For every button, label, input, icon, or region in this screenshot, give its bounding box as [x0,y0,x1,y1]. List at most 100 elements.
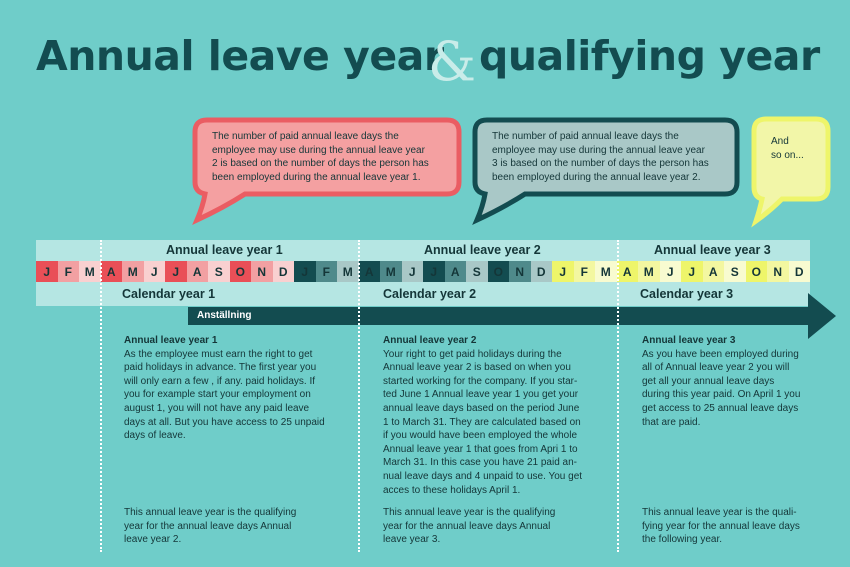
month-cell: J [423,261,445,282]
body-line: As you have been employed during [642,348,799,360]
month-cell: O [229,261,251,282]
title-part-1: Annual leave year [36,32,444,80]
month-cell: A [702,261,724,282]
calendar-year-3-label: Calendar year 3 [640,287,734,301]
month-cell: N [509,261,531,282]
speech-bubble-so-on: And so on... [751,116,832,228]
footer-line: leave year 3. [383,534,441,546]
column-heading: Annual leave year 2 [383,335,477,346]
separator-line [617,240,619,552]
bubble-line: And [771,136,789,147]
body-line: nual leave days and 4 unpaid to use. You… [383,470,583,482]
body-line: if you would have been employed the whol… [383,430,578,442]
bubble-line: been employed during the annual leave ye… [492,171,701,183]
month-cell: F [573,261,595,282]
footer-line: This annual leave year is the qualifying [383,507,556,518]
body-line: Annual leave year 2 is based on when you [383,362,571,374]
month-cell: A [444,261,466,282]
calendar-year-1-label: Calendar year 1 [122,287,216,301]
month-cell: N [767,261,789,282]
month-cell: O [487,261,509,282]
employment-arrow-label: Anställning [197,310,252,321]
bubble-text: The number of paid annual leave days the… [492,130,732,184]
month-cell: J [681,261,703,282]
month-cell: J [401,261,423,282]
footer-line: the following year. [642,534,723,546]
separator-line [358,240,360,552]
month-cell: S [466,261,488,282]
speech-bubble-year-2: The number of paid annual leave days the… [192,117,462,225]
month-cell: J [36,261,58,282]
body-line: will only earn a few , if any. paid holi… [124,375,316,387]
body-line: august 1, you will not have any paid lea… [124,402,310,414]
body-line: acces to these holidays April 1. [383,484,521,496]
column-body: Your right to get paid holidays during t… [383,348,608,498]
footer-line: fying year for the annual leave days [642,520,800,532]
body-line: that are paid. [642,416,701,428]
column-body: As you have been employed during all of … [642,348,832,430]
column-footer: This annual leave year is the qualifying… [124,506,296,547]
month-cell: J [143,261,165,282]
month-cell: A [100,261,122,282]
body-line: Annual leave year 1 that goes from Apri … [383,443,578,455]
leave-year-2-label: Annual leave year 2 [424,243,541,257]
speech-bubble-shape [751,116,831,228]
employment-arrow [188,293,836,339]
month-cell: M [595,261,617,282]
calendar-year-2-label: Calendar year 2 [383,287,477,301]
leave-year-1-label: Annual leave year 1 [166,243,283,257]
body-line: annual leave days based on the period Ju… [383,402,580,414]
month-cell: M [79,261,101,282]
column-leave-year-2: Annual leave year 2 Your right to get pa… [383,334,608,549]
bubble-line: been employed during the annual leave ye… [212,171,421,183]
month-cell: J [552,261,574,282]
column-heading: Annual leave year 3 [642,335,736,346]
title-part-2: qualifying year [479,32,820,80]
body-line: As the employee must earn the right to g… [124,348,313,360]
bubble-line: employee may use during the annual leave… [212,144,425,156]
bubble-line: employee may use during the annual leave… [492,144,705,156]
bubble-line: 3 is based on the number of days the per… [492,158,709,169]
month-cell: J [165,261,187,282]
footer-line: This annual leave year is the quali- [642,507,797,518]
month-cell: A [358,261,380,282]
month-cell: M [380,261,402,282]
month-cell: J [294,261,316,282]
column-footer: This annual leave year is the qualifying… [383,506,555,547]
bubble-line: The number of paid annual leave days the [492,131,679,142]
month-cell: F [315,261,337,282]
month-cell: O [745,261,767,282]
month-cell: S [724,261,746,282]
bubble-line: The number of paid annual leave days the [212,131,399,142]
body-line: get access to 25 annual leave days [642,402,799,414]
bubble-line: 2 is based on the number of days the per… [212,158,429,169]
speech-bubble-shape [472,117,740,225]
month-cell: F [57,261,79,282]
month-cell: D [530,261,552,282]
body-line: ted June 1 Annual leave year 1 you get y… [383,389,579,401]
month-cell: M [638,261,660,282]
bubble-text: The number of paid annual leave days the… [212,130,452,184]
speech-bubble-shape [192,117,462,225]
body-line: get all your annual leave days [642,375,775,387]
month-cell: M [122,261,144,282]
leave-year-3-label: Annual leave year 3 [654,243,771,257]
column-body: As the employee must earn the right to g… [124,348,349,443]
separator-line [100,240,102,552]
bubble-text: And so on... [771,135,826,162]
month-cell: A [616,261,638,282]
column-footer: This annual leave year is the quali- fyi… [642,506,800,547]
body-line: days of leave. [124,430,186,442]
month-cell: N [251,261,273,282]
column-leave-year-1: Annual leave year 1 As the employee must… [124,334,349,549]
page-title: Annual leave year & qualifying year [36,24,836,94]
month-cell: D [788,261,810,282]
footer-line: year for the annual leave days Annual [383,520,551,532]
month-cell: S [208,261,230,282]
month-cell: M [337,261,359,282]
title-ampersand: & [428,30,476,93]
body-line: March 31. In this case you have 21 paid … [383,457,578,469]
body-line: during this year paid. On April 1 you [642,389,801,401]
footer-line: This annual leave year is the qualifying [124,507,297,518]
bubble-line: so on... [771,149,804,161]
